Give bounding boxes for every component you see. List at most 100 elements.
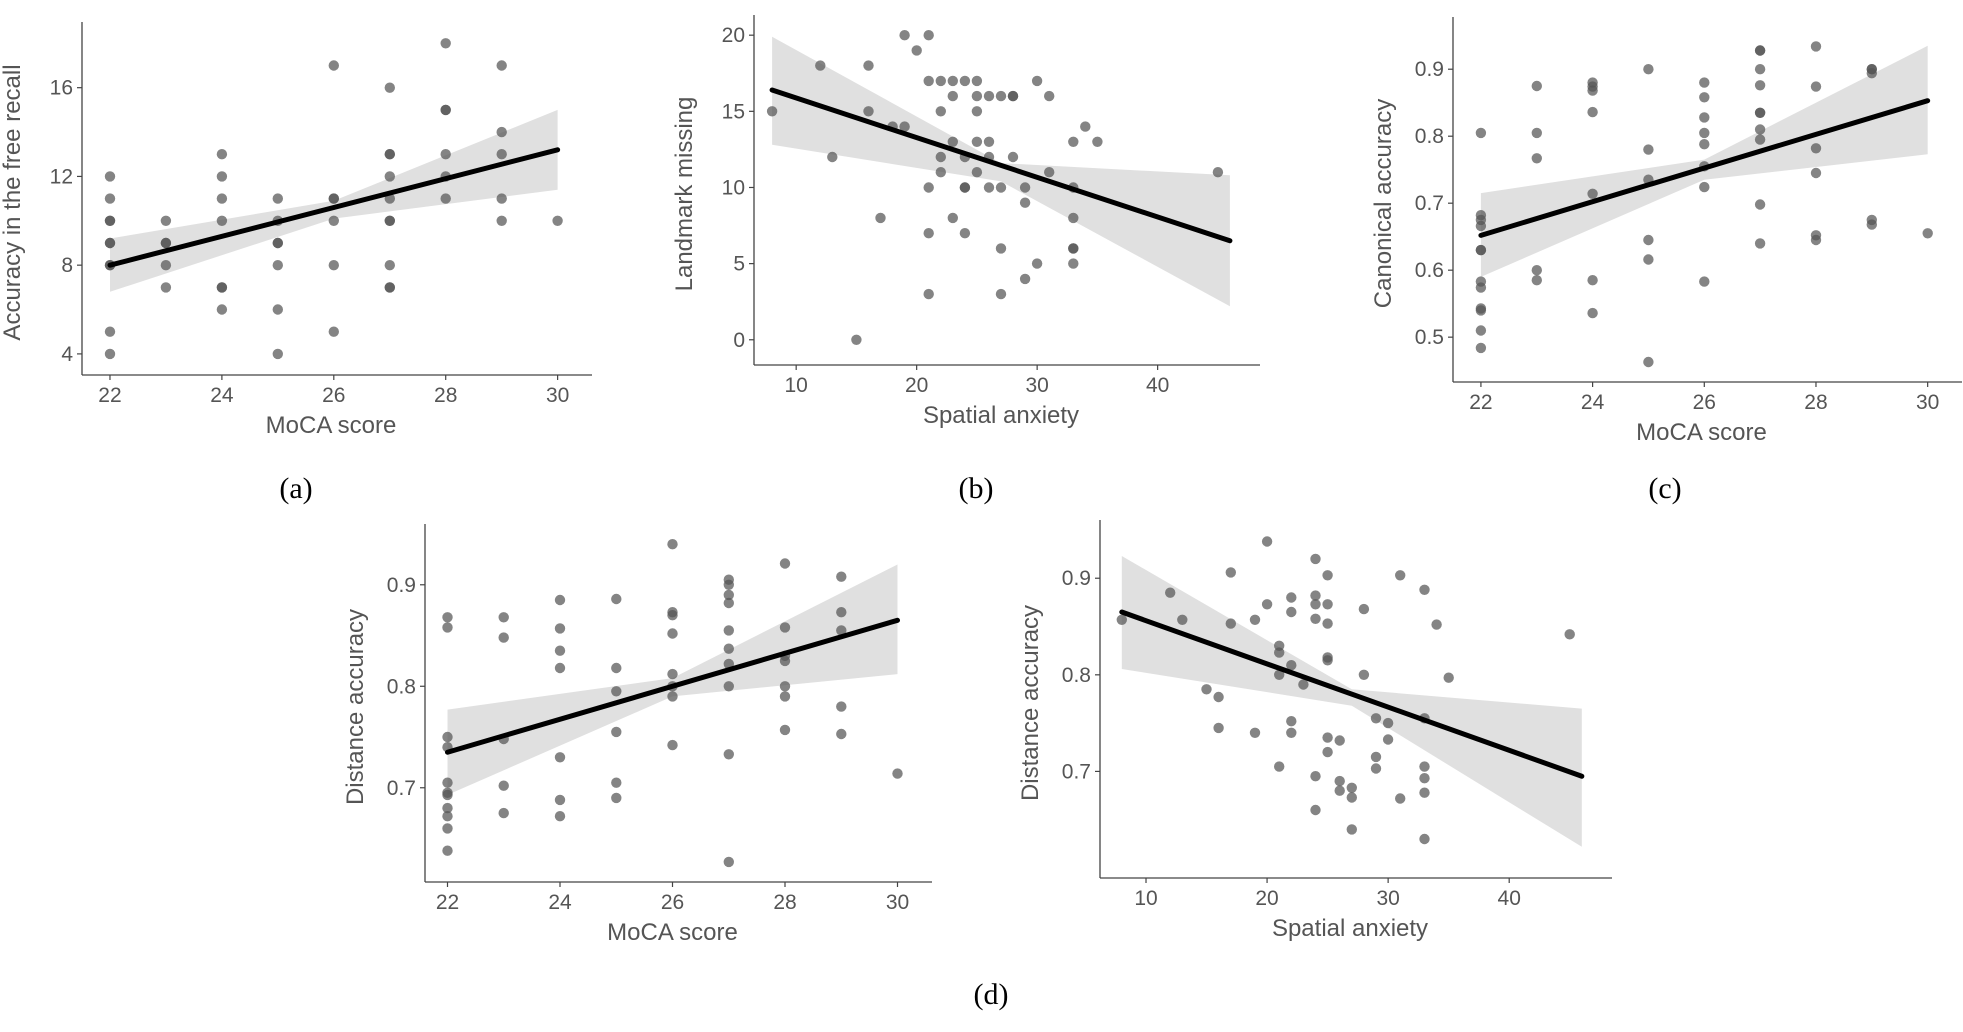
data-point: [1810, 81, 1822, 92]
data-point: [1754, 124, 1766, 135]
y-axis-title: Landmark missing: [671, 97, 698, 292]
data-point: [995, 243, 1007, 254]
data-point: [779, 691, 791, 702]
x-tick-label: 30: [1916, 391, 1939, 414]
y-tick-label: 10: [722, 176, 745, 199]
data-point: [1212, 167, 1224, 178]
data-point: [899, 30, 910, 41]
y-tick-label: 0: [733, 329, 745, 352]
data-point: [1699, 181, 1710, 193]
data-point: [995, 182, 1007, 193]
data-point: [442, 777, 453, 788]
data-point: [1699, 77, 1710, 88]
x-tick-label: 24: [210, 384, 234, 407]
data-point: [1431, 619, 1442, 630]
y-tick-label: 20: [722, 24, 745, 47]
data-point: [554, 811, 566, 822]
data-point: [723, 856, 734, 868]
data-point: [723, 681, 734, 692]
x-tick-label: 20: [905, 374, 928, 397]
y-tick-label: 15: [722, 100, 745, 123]
data-point: [923, 182, 934, 193]
data-point: [971, 136, 983, 147]
data-point: [935, 151, 946, 163]
data-point: [1382, 734, 1394, 745]
data-point: [1358, 669, 1370, 680]
data-point: [1334, 735, 1345, 746]
data-point: [1177, 614, 1188, 625]
data-point: [496, 60, 507, 71]
data-point: [1249, 727, 1261, 738]
data-point: [1395, 570, 1406, 581]
data-point: [442, 802, 453, 814]
chart-d-left: 22 24 26 28 30 0.7 0.8 0.9 MoCA score Distance ac…: [342, 524, 932, 946]
data-point: [1201, 684, 1212, 695]
data-point: [971, 75, 983, 87]
data-point: [1475, 305, 1487, 316]
data-point: [1007, 151, 1019, 163]
data-point: [1068, 258, 1079, 269]
x-tick-label: 20: [1255, 887, 1278, 910]
data-point: [442, 823, 453, 834]
data-point: [498, 632, 509, 643]
data-point: [1322, 746, 1333, 758]
data-point: [1643, 234, 1654, 246]
x-tick-label: 40: [1146, 374, 1169, 397]
data-point: [667, 628, 678, 639]
data-point: [1261, 599, 1273, 610]
data-point: [1019, 273, 1031, 285]
data-point: [496, 193, 507, 204]
data-point: [442, 622, 453, 633]
caption-d: (d): [973, 978, 1009, 1011]
data-point: [104, 171, 116, 182]
data-point: [1810, 167, 1822, 179]
data-point: [1165, 587, 1176, 598]
data-point: [1310, 771, 1321, 782]
data-point: [554, 623, 566, 634]
data-point: [779, 724, 791, 736]
data-point: [1286, 727, 1297, 738]
data-point: [1754, 134, 1766, 145]
data-point: [779, 681, 791, 692]
data-point: [836, 625, 847, 636]
data-point: [971, 167, 983, 178]
data-point: [1531, 265, 1542, 276]
data-point: [1754, 45, 1766, 56]
panel-c: 22 24 26 28 30 0.5 0.6 0.7 0.8 0.9 MoCA score Canon…: [1360, 0, 1962, 446]
data-point: [947, 136, 958, 147]
data-point: [1754, 238, 1766, 249]
data-point: [272, 193, 283, 204]
data-point: [923, 288, 934, 300]
data-point: [1116, 614, 1127, 625]
chart-d-right: 10 20 30 40 0.7 0.8 0.9 Spatial anxiety Distance…: [1017, 520, 1612, 942]
data-point: [779, 655, 791, 667]
data-point: [104, 348, 116, 360]
data-point: [947, 212, 958, 224]
data-point: [1358, 603, 1370, 615]
y-tick-label: 0.7: [387, 777, 416, 800]
data-point: [1310, 804, 1321, 816]
x-tick-label: 40: [1498, 887, 1521, 910]
data-point: [328, 215, 339, 226]
data-point: [611, 686, 622, 697]
data-point: [384, 82, 395, 93]
y-axis-title: Distance accuracy: [342, 609, 369, 805]
data-point: [827, 151, 838, 163]
caption-c: (c): [1648, 472, 1682, 505]
x-axis-title: MoCA score: [607, 919, 738, 946]
data-point: [272, 304, 283, 315]
data-point: [611, 777, 622, 788]
data-point: [723, 625, 734, 636]
y-tick-label: 8: [61, 254, 73, 277]
data-point: [611, 662, 622, 674]
data-point: [1475, 342, 1487, 354]
data-point: [554, 794, 566, 806]
chart-b: 10 20 30 40 0 5 10 15 20 Spatial anxiety Landmark …: [671, 15, 1260, 429]
y-axis-title: Canonical accuracy: [1370, 99, 1397, 308]
data-point: [836, 728, 847, 740]
data-point: [1274, 761, 1285, 772]
data-point: [611, 792, 622, 804]
data-point: [1286, 606, 1297, 618]
data-point: [959, 182, 971, 193]
data-point: [1310, 613, 1321, 624]
